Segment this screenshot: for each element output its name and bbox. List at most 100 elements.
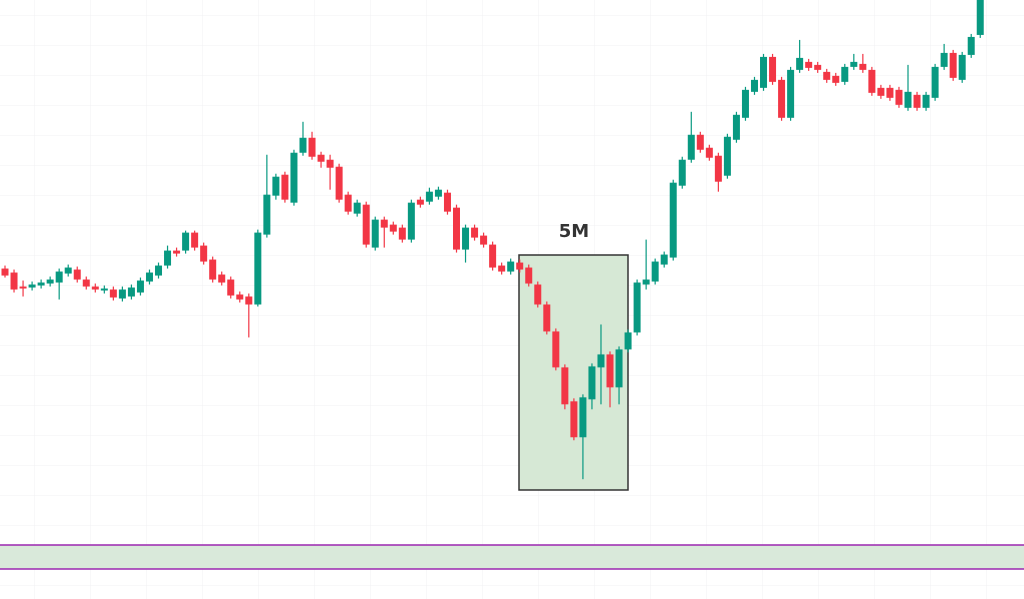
candle-body (976, 0, 984, 35)
candle-body (155, 265, 163, 276)
candle-body (353, 202, 361, 214)
candle-body (588, 366, 596, 400)
candle-body (760, 56, 768, 88)
candle-body (534, 284, 542, 305)
candle-body (895, 89, 903, 105)
candle-body (453, 207, 460, 250)
candles (1, 0, 984, 480)
candle-body (362, 204, 370, 245)
candle-body (263, 194, 271, 235)
candle-body (281, 174, 289, 200)
candle-body (434, 189, 442, 197)
candle-body (407, 202, 415, 240)
candle-body (877, 87, 885, 96)
candle-body (940, 52, 948, 67)
candle-body (254, 232, 262, 305)
candle-body (678, 159, 686, 186)
candle-body (597, 354, 605, 368)
candle-body (380, 219, 388, 228)
candle-body (868, 69, 876, 93)
candle-body (55, 271, 63, 283)
candle-body (480, 235, 488, 245)
candle-body (471, 227, 479, 238)
candle-body (46, 279, 54, 284)
candle-body (714, 155, 722, 182)
candle-body (525, 267, 533, 284)
candle-body (227, 279, 235, 296)
candle-body (462, 227, 470, 250)
candle-body (371, 219, 379, 248)
candle-body (823, 71, 831, 80)
candle-body (389, 224, 397, 232)
candle-body (28, 284, 36, 288)
candle-body (570, 401, 578, 438)
candle-body (164, 250, 172, 266)
candle-body (796, 57, 804, 70)
candle-body (317, 154, 325, 162)
candle-body (552, 331, 560, 368)
candle-body (498, 265, 506, 272)
candle-body (73, 269, 81, 280)
candle-body (416, 199, 424, 205)
candle-body (886, 87, 894, 98)
candle-body (841, 66, 849, 82)
candle-body (687, 134, 695, 160)
candle-body (290, 152, 298, 203)
candle-body (705, 147, 713, 158)
candle-body (642, 279, 650, 285)
annotation: 5M (559, 221, 589, 242)
candle-body (850, 61, 858, 67)
candle-body (64, 267, 72, 274)
candle-body (516, 262, 524, 270)
candle-body (344, 194, 352, 212)
candle-body (425, 191, 433, 202)
candle-body (182, 232, 190, 251)
candle-body (245, 296, 253, 305)
candle-body (633, 282, 641, 333)
candle-body (191, 232, 199, 248)
candle-body (37, 282, 45, 286)
candle-body (10, 272, 18, 290)
candle-body (778, 79, 786, 118)
candle-body (326, 159, 334, 168)
candle-body (814, 64, 822, 70)
candle-body (1, 268, 9, 276)
candle-body (624, 332, 632, 350)
candle-body (769, 56, 777, 82)
candle-body (651, 261, 659, 282)
candle-body (922, 94, 930, 108)
candle-body (723, 136, 731, 176)
candle-body (443, 192, 451, 212)
candle-body (904, 91, 912, 108)
candle-body (200, 245, 208, 262)
candle-body (958, 54, 966, 80)
candle-body (931, 66, 939, 98)
candle-body (967, 36, 975, 55)
candle-body (145, 272, 153, 282)
candle-body (669, 182, 677, 258)
candle-body (805, 61, 813, 68)
candle-body (100, 288, 108, 291)
candle-body (696, 134, 704, 150)
candle-body (209, 259, 217, 280)
candle-body (82, 279, 90, 287)
candle-body (299, 137, 307, 153)
candle-body (543, 304, 551, 332)
candle-body (19, 286, 27, 289)
candle-body (127, 287, 135, 297)
candle-body (561, 367, 569, 405)
candle-body (741, 89, 749, 118)
candle-body (91, 286, 99, 290)
candle-body (308, 137, 316, 157)
candle-body (615, 349, 623, 388)
candle-body (507, 261, 515, 272)
candle-body (173, 250, 181, 254)
zone (0, 545, 1024, 569)
candle-body (335, 166, 343, 200)
candle-body (606, 354, 614, 388)
candle-body (787, 69, 795, 118)
candle-body (949, 52, 957, 78)
